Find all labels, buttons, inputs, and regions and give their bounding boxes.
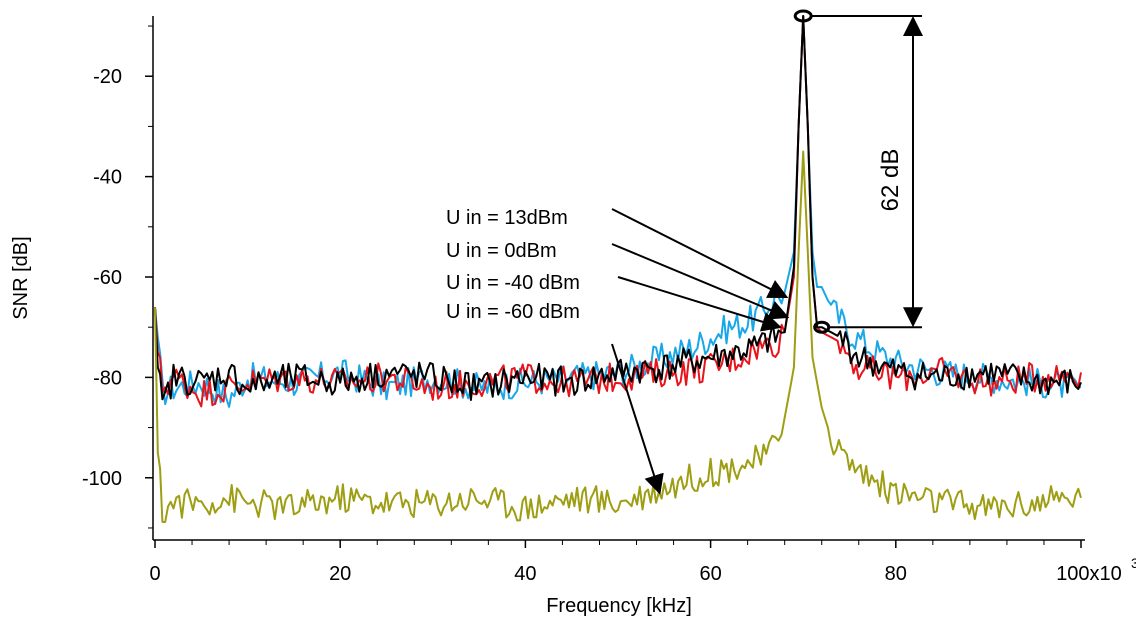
legend-label-3: U in = -60 dBm [446, 301, 580, 323]
x-axis-title: Frequency [kHz] [546, 595, 692, 617]
legend-label-2: U in = -40 dBm [446, 272, 580, 294]
x-tick-label: 80 [885, 563, 907, 585]
series-line-1 [154, 15, 1082, 408]
annotation-layer: U in = 13dBm U in = 0dBm U in = -40 dBm U i… [446, 9, 923, 495]
y-tick-label: -20 [93, 66, 122, 88]
legend-arrow-2 [617, 276, 782, 332]
y-axis-title: SNR [dB] [10, 236, 32, 319]
legend-arrow-1 [611, 243, 790, 320]
y-tick-label: -100 [82, 468, 122, 490]
y-tick-label: -80 [93, 367, 122, 389]
x-tick-label: 20 [329, 563, 351, 585]
series-line-3 [154, 150, 1082, 523]
legend-label-0: U in = 13dBm [446, 207, 568, 229]
series-layer [154, 15, 1082, 523]
dimension-label: 62 dB [877, 149, 904, 212]
legend-arrow-0 [611, 208, 789, 298]
y-tick-label: -40 [93, 167, 122, 189]
legend-arrow-3 [611, 343, 664, 495]
axis-ticks: 0 20 40 60 80 100x10 3 -20 -40 -60 -80 -100 [82, 25, 1136, 585]
series-line-2 [154, 15, 1082, 401]
x-tick-label: 0 [149, 563, 160, 585]
x-tick-label: 60 [699, 563, 721, 585]
x-tick-label: 40 [514, 563, 536, 585]
x-tick-exponent: 3 [1131, 555, 1136, 571]
y-tick-label: -60 [93, 267, 122, 289]
legend-label-1: U in = 0dBm [446, 240, 557, 262]
x-tick-label: 100x10 [1056, 563, 1122, 585]
